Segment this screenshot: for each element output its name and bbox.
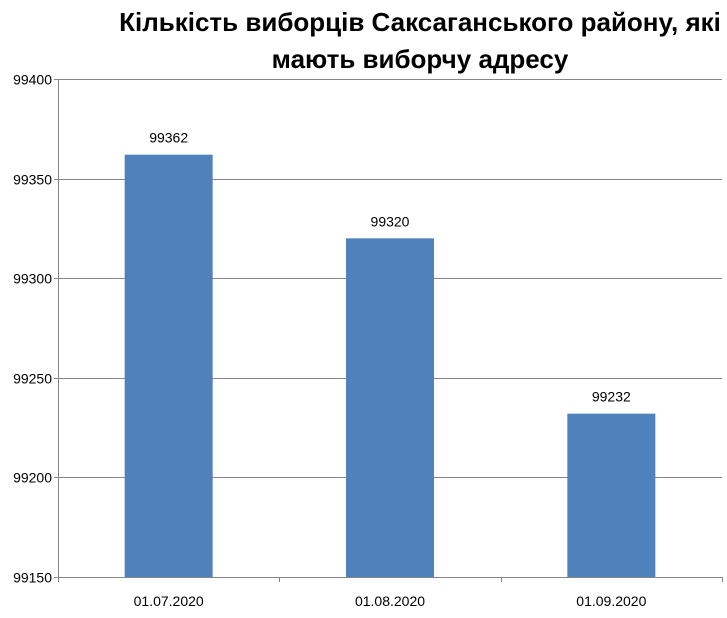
x-tick-label: 01.07.2020	[134, 593, 204, 609]
data-label: 99362	[149, 130, 188, 146]
y-tick-label: 99300	[13, 271, 52, 287]
x-tick-label: 01.09.2020	[576, 593, 646, 609]
chart-title: Кількість виборців Саксаганського району…	[90, 4, 727, 78]
y-tick-label: 99150	[13, 570, 52, 586]
y-tick-label: 99350	[13, 172, 52, 188]
data-label: 99320	[371, 213, 410, 229]
bar	[346, 238, 434, 578]
bar	[124, 154, 213, 578]
x-tick-label: 01.08.2020	[355, 593, 425, 609]
y-tick-label: 99400	[13, 72, 52, 88]
chart-title-line-1: Кількість виборців Саксаганського району…	[119, 7, 721, 37]
bar	[567, 413, 656, 577]
y-tick-label: 99250	[13, 371, 52, 387]
data-label: 99232	[592, 389, 631, 405]
y-tick-label: 99200	[13, 470, 52, 486]
chart-title-line-2: мають виборчу адресу	[271, 44, 569, 74]
